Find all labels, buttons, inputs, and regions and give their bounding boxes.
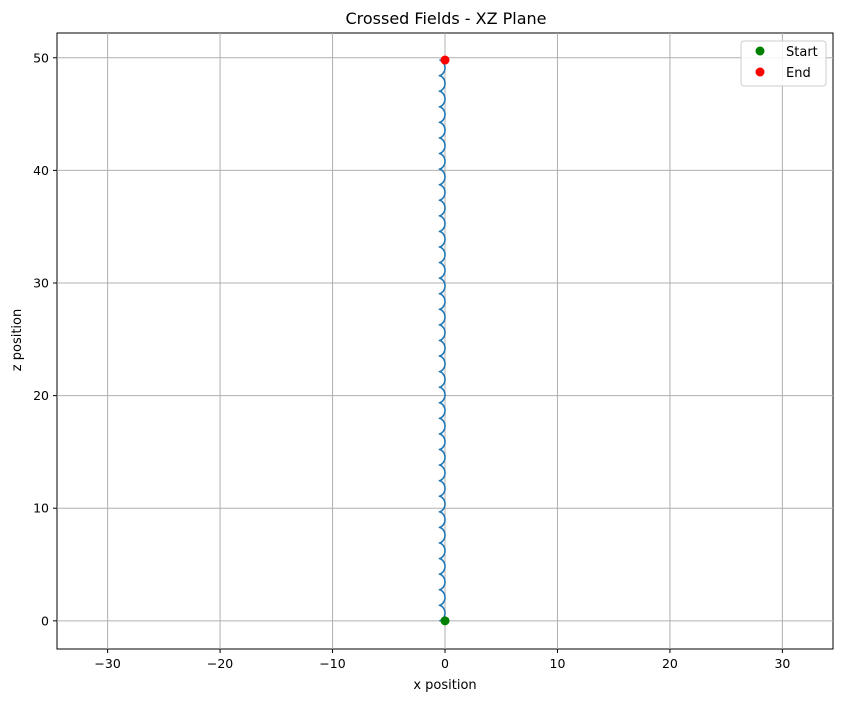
x-tick-label: −10 — [319, 656, 345, 671]
x-tick-label: −30 — [94, 656, 120, 671]
x-axis: −30 −20 −10 0 10 20 30 — [94, 649, 790, 671]
x-tick-label: 30 — [774, 656, 790, 671]
chart-title: Crossed Fields - XZ Plane — [345, 9, 546, 28]
y-tick-label: 50 — [33, 50, 49, 65]
x-tick-label: 0 — [441, 656, 449, 671]
y-axis: 0 10 20 30 40 50 — [33, 50, 57, 628]
y-tick-label: 10 — [33, 501, 49, 516]
x-tick-label: −20 — [207, 656, 233, 671]
legend: Start End — [740, 40, 827, 87]
legend-label-start: Start — [786, 45, 818, 60]
y-tick-label: 0 — [41, 613, 49, 628]
x-axis-label: x position — [413, 678, 476, 693]
x-tick-label: 20 — [662, 656, 678, 671]
legend-marker-start — [755, 46, 765, 56]
legend-label-end: End — [786, 66, 811, 81]
trajectory-line — [438, 59, 446, 622]
y-tick-label: 40 — [33, 163, 49, 178]
marker-start — [440, 616, 450, 626]
plot-area — [56, 32, 834, 650]
series-group — [438, 55, 450, 626]
x-tick-label: 10 — [550, 656, 566, 671]
y-tick-label: 20 — [33, 388, 49, 403]
y-tick-label: 30 — [33, 276, 49, 291]
y-axis-label: z position — [10, 309, 25, 371]
marker-end — [440, 55, 450, 65]
legend-marker-end — [755, 67, 765, 77]
